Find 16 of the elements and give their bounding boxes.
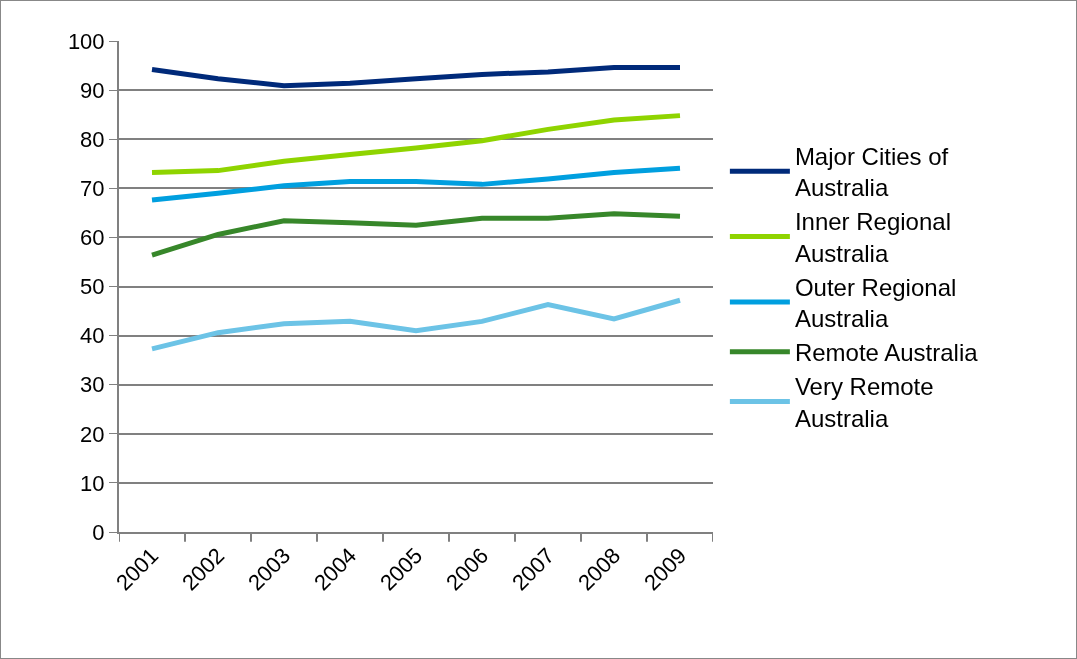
y-tick-label: 80	[80, 126, 105, 152]
y-tick-label: 90	[80, 77, 105, 103]
legend-label: Outer Regional Australia	[794, 273, 957, 332]
y-tick-label: 40	[80, 323, 105, 349]
y-tick-label: 10	[80, 470, 105, 496]
legend-label: Very Remote Australia	[794, 373, 934, 432]
legend-label: Remote Australia	[794, 339, 979, 367]
y-tick-label: 30	[80, 372, 105, 398]
legend-label: Major Cities of Australia	[794, 142, 949, 202]
y-tick-label: 50	[80, 274, 105, 300]
y-tick-label: 60	[80, 225, 105, 251]
y-tick-label: 20	[80, 421, 105, 447]
y-tick-label: 0	[92, 519, 105, 545]
y-tick-label: 70	[80, 176, 105, 201]
y-tick-label: 100	[67, 28, 105, 54]
legend-label: Inner Regional Australia	[794, 208, 951, 267]
